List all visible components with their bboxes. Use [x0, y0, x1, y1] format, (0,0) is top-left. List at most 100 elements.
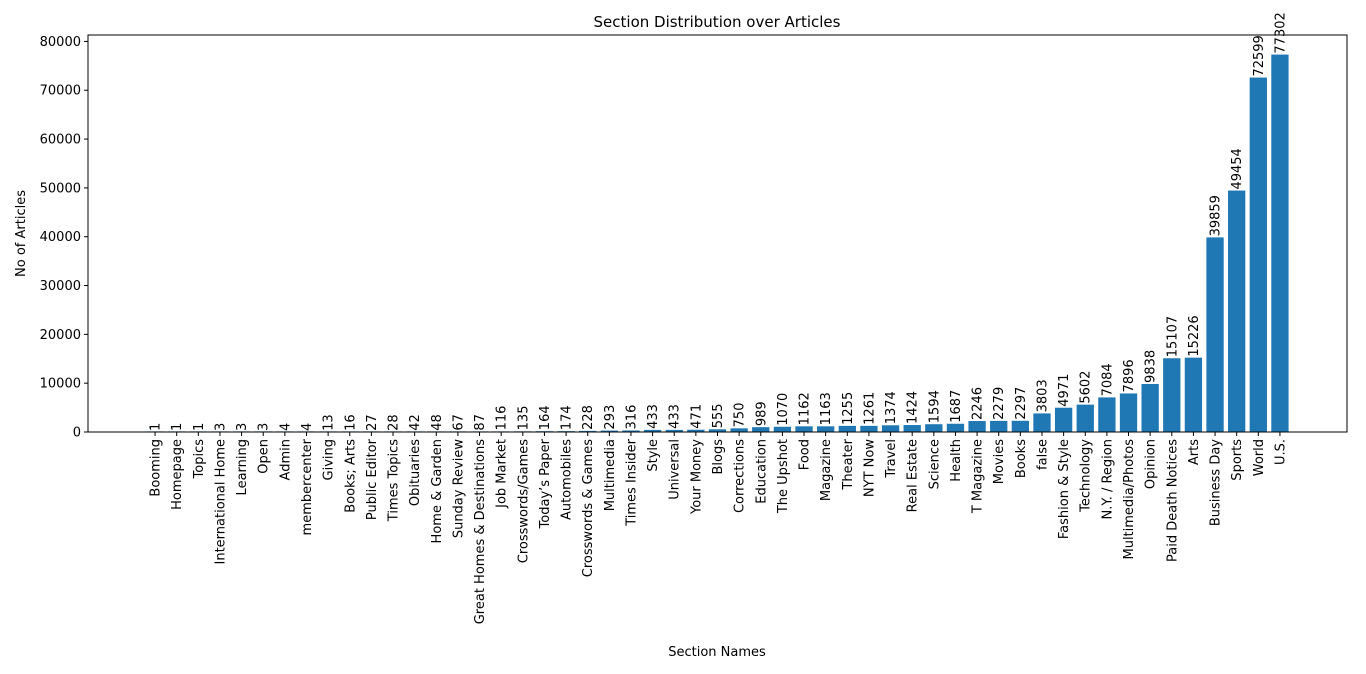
x-tick-label: Homepage	[170, 439, 185, 510]
x-tick-label: false	[1035, 439, 1050, 470]
x-axis-label: Section Names	[668, 645, 766, 660]
bar-value-label: 1255	[841, 392, 856, 425]
bar-value-label: 28	[387, 414, 402, 431]
bar	[1206, 237, 1224, 432]
bar-value-label: 555	[711, 403, 726, 428]
bar-value-label: 1	[170, 423, 185, 431]
bar-value-label: 228	[581, 405, 596, 430]
x-tick-label: Style	[646, 439, 661, 472]
x-tick-label: Times Insider	[624, 438, 639, 526]
x-tick-label: N.Y. / Region	[1100, 439, 1115, 519]
bar	[860, 425, 878, 432]
y-tick-label: 40000	[40, 230, 81, 245]
x-tick-label: Paid Death Notices	[1165, 439, 1180, 562]
bar	[665, 429, 683, 432]
bar	[1119, 393, 1138, 432]
x-tick-label: International Home	[213, 439, 228, 565]
x-tick-label: membercenter	[300, 438, 315, 535]
y-tick-label: 10000	[40, 377, 81, 392]
bar-value-label: 3	[235, 423, 250, 431]
bar	[925, 424, 943, 432]
bar-value-label: 42	[408, 414, 423, 431]
bar	[838, 425, 856, 432]
bar-value-label: 1424	[906, 391, 921, 424]
x-tick-label: Times Topics	[387, 439, 402, 522]
bar	[708, 429, 727, 432]
bar	[946, 423, 965, 432]
x-tick-label: Theater	[841, 438, 856, 490]
x-tick-label: Booming	[149, 439, 164, 497]
bar-value-label: 4	[278, 423, 293, 431]
bar	[687, 429, 705, 432]
x-tick-label: Books; Arts	[343, 439, 358, 513]
bar	[1249, 77, 1267, 432]
bar	[600, 430, 618, 432]
bar	[881, 425, 900, 432]
bar-value-label: 7084	[1100, 363, 1115, 396]
bar	[968, 421, 986, 432]
bar-value-label: 2246	[971, 387, 986, 420]
bar	[1228, 190, 1246, 432]
y-tick-label: 20000	[40, 328, 81, 343]
x-tick-label: Multimedia	[603, 439, 618, 511]
bar	[817, 426, 835, 432]
bar-value-label: 4971	[1057, 374, 1072, 407]
bar	[1011, 420, 1030, 432]
bar-value-label: 3	[213, 423, 228, 431]
x-tick-label: Today’s Paper	[538, 438, 553, 529]
x-tick-label: Home & Garden	[430, 439, 445, 543]
bar-value-label: 1	[149, 423, 164, 431]
bar-value-label: 1374	[884, 391, 899, 424]
bar	[1163, 358, 1181, 432]
x-tick-label: Magazine	[819, 439, 834, 501]
x-tick-label: Universal	[668, 439, 683, 500]
bar	[1271, 54, 1289, 432]
bar-value-label: 1162	[798, 392, 813, 425]
bar-value-label: 164	[538, 405, 553, 430]
bar-value-label: 989	[754, 401, 769, 426]
bar-value-label: 15226	[1187, 315, 1202, 356]
x-tick-label: T Magazine	[971, 439, 986, 514]
x-tick-label: Real Estate	[906, 439, 921, 512]
x-tick-label: Health	[949, 439, 964, 482]
bar	[1141, 383, 1159, 432]
y-tick-label: 80000	[40, 35, 81, 50]
bar-value-label: 433	[646, 404, 661, 429]
bar	[1054, 407, 1073, 432]
bar	[795, 426, 813, 432]
x-tick-label: Your Money	[689, 439, 704, 515]
x-tick-label: World	[1252, 439, 1267, 476]
bar-value-label: 471	[689, 404, 704, 429]
bar-value-label: 27	[365, 414, 380, 431]
bar	[752, 427, 770, 432]
bar	[1033, 413, 1051, 432]
y-tick-label: 30000	[40, 279, 81, 294]
y-tick-label: 70000	[40, 84, 81, 99]
bar-value-label: 1070	[776, 393, 791, 426]
bar-value-label: 48	[430, 414, 445, 431]
x-tick-label: Automobiles	[560, 439, 575, 520]
bar-value-label: 2297	[1014, 387, 1029, 420]
bar-value-label: 77302	[1273, 12, 1288, 53]
bar	[643, 429, 662, 432]
x-tick-label: Arts	[1187, 439, 1202, 465]
bar	[990, 420, 1008, 432]
bar	[1076, 404, 1094, 432]
y-tick-label: 0	[73, 426, 81, 441]
bar-value-label: 13	[322, 414, 337, 431]
bar-value-label: 1261	[862, 392, 877, 425]
bar-value-label: 1163	[819, 392, 834, 425]
x-tick-label: Technology	[1079, 439, 1094, 513]
bar-value-label: 3	[257, 423, 272, 431]
bar-value-label: 15107	[1165, 316, 1180, 357]
x-tick-label: Travel	[884, 439, 899, 479]
x-tick-label: Fashion & Style	[1057, 439, 1072, 539]
x-tick-label: Opinion	[1144, 439, 1159, 489]
bar	[903, 425, 921, 432]
x-tick-label: Crosswords/Games	[516, 439, 531, 563]
bar-value-label: 9838	[1144, 350, 1159, 383]
x-tick-label: U.S.	[1273, 439, 1288, 465]
bar-value-label: 433	[668, 404, 683, 429]
bar-value-label: 135	[516, 406, 531, 431]
